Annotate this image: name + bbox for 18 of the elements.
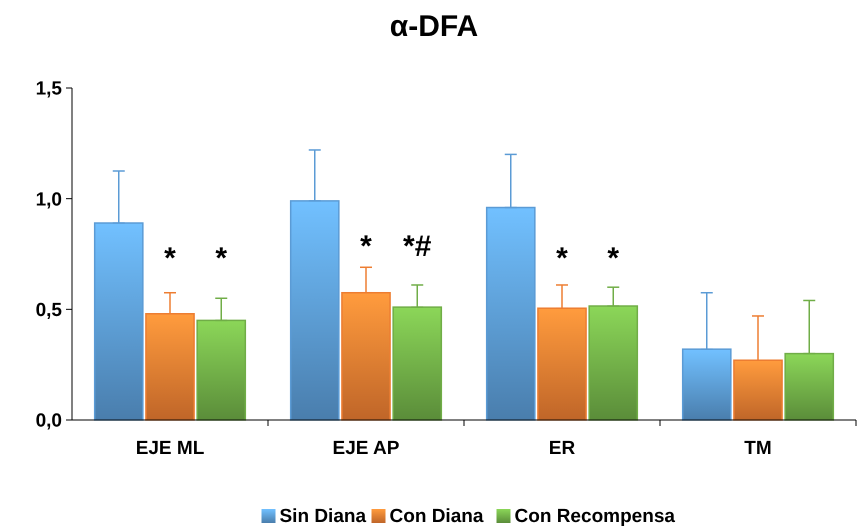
- legend-label: Con Recompensa: [514, 506, 676, 527]
- legend-label: Sin Diana: [280, 506, 367, 527]
- x-tick-label: EJE ML: [136, 438, 205, 459]
- x-tick-label: EJE AP: [332, 438, 400, 459]
- annotation: *: [215, 242, 228, 275]
- annotation: *: [360, 230, 372, 263]
- x-tick-label: ER: [548, 438, 576, 459]
- annotation: *: [556, 242, 568, 275]
- annotation: *: [607, 242, 620, 275]
- y-tick-label: 0,0: [36, 410, 62, 432]
- x-tick-label: TM: [744, 438, 772, 459]
- y-tick-label: 1,0: [36, 189, 62, 210]
- y-tick-label: 0,5: [36, 300, 62, 321]
- annotation: *#: [403, 230, 432, 263]
- annotation: *: [164, 242, 176, 275]
- legend-label: Con Diana: [390, 506, 484, 527]
- chart-title: α-DFA: [390, 10, 478, 43]
- y-tick-label: 1,5: [36, 78, 62, 100]
